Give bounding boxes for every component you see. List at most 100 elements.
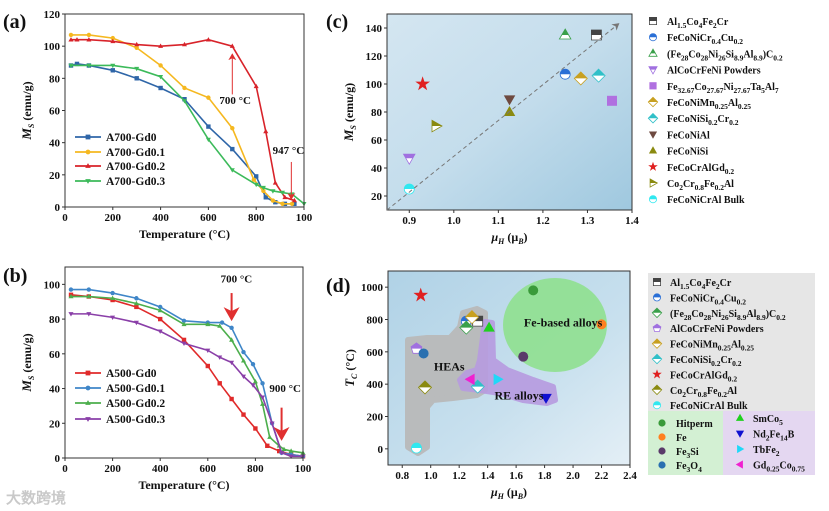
x-label-mid: (μ bbox=[504, 485, 518, 499]
legend-item: AlCoCrFeNi Powders bbox=[652, 323, 764, 335]
data-point bbox=[281, 446, 287, 452]
series-SmCo5 bbox=[483, 321, 495, 332]
series-Fe32.67Co27.67Ni27.67Ta5Al7 bbox=[607, 95, 617, 106]
data-point bbox=[68, 32, 74, 38]
data-point bbox=[265, 443, 270, 448]
legend-item: SmCo5 bbox=[735, 413, 783, 427]
legend-label: Al1.5Co4Fe2Cr bbox=[667, 17, 729, 30]
data-point bbox=[229, 337, 235, 342]
data-point bbox=[158, 316, 163, 322]
data-point bbox=[217, 323, 223, 328]
legend-marker bbox=[658, 433, 666, 441]
legend-label: FeCoNiAl bbox=[667, 130, 710, 141]
plot-frame bbox=[64, 266, 304, 459]
legend-marker bbox=[648, 195, 658, 204]
data-point bbox=[282, 194, 288, 200]
data-point bbox=[229, 360, 235, 366]
legend-label: A700-Gd0.3 bbox=[106, 176, 165, 188]
legend-marker bbox=[658, 447, 666, 455]
panel-label-a: (a) bbox=[3, 11, 26, 33]
legend-marker bbox=[648, 161, 658, 171]
legend-item: (Fe28Co28Ni26Si8.9Al8.9)C0.2 bbox=[651, 307, 786, 322]
legend-label: AlCoCrFeNi Powders bbox=[670, 324, 764, 335]
data-point bbox=[253, 426, 258, 431]
series-A500-Gd0.3 bbox=[68, 312, 306, 459]
data-point bbox=[254, 174, 259, 179]
y-tick-label: 800 bbox=[367, 315, 384, 327]
data-point bbox=[86, 32, 92, 38]
legend-marker bbox=[85, 400, 91, 405]
data-point bbox=[86, 37, 92, 42]
series-A500-Gd0.2 bbox=[68, 293, 306, 455]
data-point bbox=[230, 125, 235, 131]
data-point bbox=[241, 412, 246, 417]
legend-marker bbox=[735, 430, 745, 438]
chart-c: 0.9 1.0 1.1 1.2 1.3 1.4 20 40 60 80 100 120 140 μH (μ… bbox=[341, 13, 783, 246]
x-tick-label: 600 bbox=[200, 212, 217, 224]
legend-marker bbox=[85, 385, 91, 391]
legend-label: FeCoNiMn0.25Al0.25 bbox=[670, 340, 754, 353]
data-point bbox=[182, 85, 187, 91]
legend-item: Fe32.67Co27.67Ni27.67Ta5Al7 bbox=[649, 82, 779, 95]
x-tick-label: 1.4 bbox=[481, 470, 495, 482]
x-tick-label: 0 bbox=[62, 212, 68, 224]
legend-item: FeCoNiCrAl Bulk bbox=[648, 195, 745, 206]
y-tick-label: 60 bbox=[49, 106, 61, 118]
data-point bbox=[110, 315, 116, 320]
data-point bbox=[181, 341, 187, 346]
legend-marker bbox=[735, 413, 745, 421]
data-point bbox=[261, 188, 266, 194]
data-point bbox=[241, 374, 246, 379]
legend-item: FeCoNiMn0.25Al0.25 bbox=[651, 338, 754, 353]
y-tick-label: 100 bbox=[44, 41, 61, 53]
legend-label: A500-Gd0.3 bbox=[106, 414, 165, 426]
data-point bbox=[110, 38, 116, 44]
y-tick-label: 60 bbox=[371, 135, 383, 147]
legend-marker bbox=[85, 417, 91, 422]
data-point bbox=[403, 183, 415, 195]
data-point bbox=[110, 68, 115, 73]
data-point bbox=[272, 180, 278, 185]
series-Fe3Si bbox=[518, 351, 529, 362]
y-tick-label: 0 bbox=[55, 453, 61, 465]
legend-marker bbox=[85, 163, 91, 168]
data-point bbox=[289, 201, 295, 206]
data-point bbox=[134, 45, 139, 50]
data-point bbox=[134, 66, 140, 72]
legend-label: Fe32.67Co27.67Ni27.67Ta5Al7 bbox=[667, 82, 779, 95]
series-Al1.5Co4Fe2Cr bbox=[591, 29, 602, 41]
series-FeCoNiSi0.2Cr0.2 bbox=[591, 68, 606, 83]
y-tick-label: 80 bbox=[49, 314, 61, 326]
data-point bbox=[181, 321, 187, 327]
trend-line bbox=[386, 23, 620, 211]
legend-item: A700-Gd0.2 bbox=[75, 161, 165, 173]
data-point bbox=[591, 68, 606, 83]
annotation-label: 900 °C bbox=[269, 383, 301, 395]
y-tick-label: 400 bbox=[367, 379, 384, 391]
data-point bbox=[68, 287, 74, 292]
legend-marker bbox=[649, 178, 659, 188]
legend-marker bbox=[735, 460, 743, 469]
data-point bbox=[270, 198, 276, 203]
legend-marker bbox=[648, 48, 658, 57]
y-label-sub: S bbox=[349, 125, 358, 130]
legend-item: FeCoNiCr0.4Cu0.2 bbox=[648, 33, 743, 46]
data-point bbox=[411, 442, 422, 454]
legend-marker bbox=[652, 293, 662, 302]
legend-label: FeCoNiCrAl Bulk bbox=[670, 401, 748, 412]
data-point bbox=[134, 296, 139, 301]
x-tick-label: 1.2 bbox=[452, 470, 466, 482]
legend-label: FeCoNiSi0.2Cr0.2 bbox=[670, 355, 742, 368]
legend-item: FeCoNiSi0.2Cr0.2 bbox=[651, 353, 742, 368]
data-point bbox=[596, 319, 607, 330]
series-Nd2Fe14B bbox=[540, 393, 552, 404]
y-tick-label: 200 bbox=[367, 412, 384, 424]
x-tick-label: 2.2 bbox=[595, 470, 609, 482]
legend-marker bbox=[649, 17, 657, 25]
x-label-sub: H bbox=[497, 237, 505, 246]
legend-label: FeCoNiSi0.2Cr0.2 bbox=[667, 114, 739, 127]
legend-item: FeCoNiMn0.25Al0.25 bbox=[647, 96, 751, 111]
re-alloys-region bbox=[457, 319, 558, 406]
annotation-label: 700 °C bbox=[219, 95, 251, 107]
x-tick-label: 100 bbox=[295, 463, 312, 475]
